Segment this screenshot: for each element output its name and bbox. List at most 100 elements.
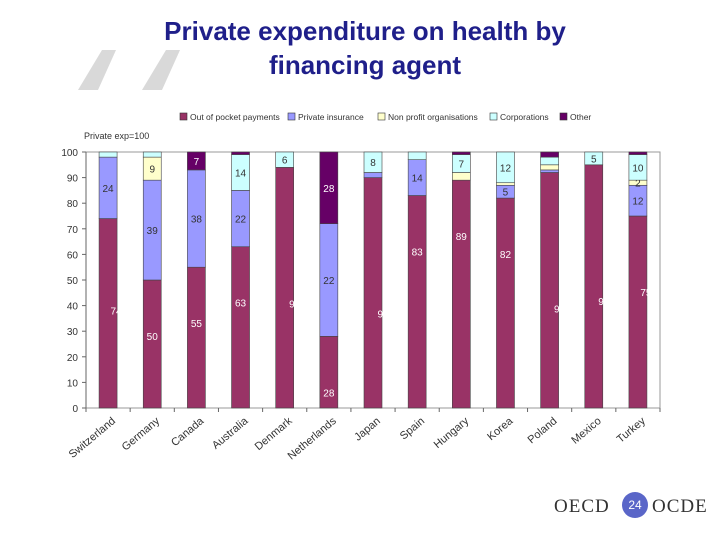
bar-segment xyxy=(496,182,515,186)
oecd-footer: OECD 24 OCDE xyxy=(548,490,708,526)
y-tick-label: 70 xyxy=(67,225,79,236)
bar-data-label: 9 xyxy=(149,165,155,176)
bar-segment xyxy=(540,164,559,171)
y-tick-label: 30 xyxy=(67,327,79,338)
x-category-label: Hungary xyxy=(432,415,472,451)
bar-data-label: 5 xyxy=(503,188,509,199)
ocde-logo-text: OCDE xyxy=(652,496,708,517)
slide-title-line1: Private expenditure on health by xyxy=(164,16,566,46)
bar-data-label: 63 xyxy=(235,299,247,310)
bar-segment xyxy=(584,151,604,166)
chart-subtitle: Private exp=100 xyxy=(84,131,149,141)
legend-label: Other xyxy=(570,112,591,122)
x-category-label: Switzerland xyxy=(67,415,118,461)
legend-label: Out of pocket payments xyxy=(190,112,280,122)
bar-data-label: 90 xyxy=(377,310,389,321)
y-tick-label: 100 xyxy=(61,148,78,159)
legend-label: Non profit organisations xyxy=(388,112,478,122)
bar-segment xyxy=(628,215,648,409)
bar-segment xyxy=(452,179,471,409)
bar-segment xyxy=(540,172,559,409)
y-tick-label: 10 xyxy=(67,378,79,389)
oecd-logo-text: OECD xyxy=(554,496,610,517)
bar-data-label: 12 xyxy=(632,197,644,208)
slide-title-line2: financing agent xyxy=(268,50,462,80)
bar-segment xyxy=(452,172,471,181)
bar-data-label: 74 xyxy=(111,307,123,318)
y-tick-label: 20 xyxy=(67,353,79,364)
legend-label: Corporations xyxy=(500,112,549,122)
y-tick-label: 80 xyxy=(67,199,79,210)
bar-data-label: 6 xyxy=(282,156,288,167)
bar-segment xyxy=(187,151,206,171)
quote-mark-right xyxy=(142,50,180,90)
legend-swatch xyxy=(377,112,386,121)
page-number-badge: 24 xyxy=(622,492,648,518)
bar-segment xyxy=(540,169,559,173)
x-category-label: Poland xyxy=(526,415,560,446)
bar-data-label: 7 xyxy=(459,160,465,171)
bar-segment xyxy=(142,151,162,158)
legend-label: Private insurance xyxy=(298,112,364,122)
bar-data-label: 7 xyxy=(194,157,200,168)
bar-data-label: 2 xyxy=(635,179,641,190)
y-tick-label: 60 xyxy=(67,250,79,261)
bar-segment xyxy=(363,151,383,173)
y-tick-label: 40 xyxy=(67,302,79,313)
bar-data-label: 28 xyxy=(323,388,335,399)
bar-segment xyxy=(407,195,427,409)
y-tick-label: 90 xyxy=(67,174,79,185)
bar-data-label: 94 xyxy=(289,299,301,310)
bar-segment xyxy=(540,151,559,158)
bar-segment xyxy=(584,164,604,409)
bar-segment xyxy=(628,151,648,155)
bar-data-label: 95 xyxy=(598,297,610,308)
bar-data-label: 39 xyxy=(147,226,159,237)
bar-data-label: 89 xyxy=(456,232,468,243)
y-tick-label: 50 xyxy=(67,276,79,287)
x-category-label: Spain xyxy=(398,415,427,442)
bar-segment xyxy=(319,151,339,224)
bar-segment xyxy=(363,177,383,409)
x-category-label: Denmark xyxy=(253,415,295,453)
bar-segment xyxy=(496,197,515,409)
bar-segment xyxy=(275,151,294,168)
bar-segment xyxy=(496,151,515,184)
bar-segment xyxy=(275,167,294,409)
slide-title: Private expenditure on health by financi… xyxy=(110,14,620,82)
bar-data-label: 22 xyxy=(323,276,335,287)
x-category-label: Australia xyxy=(210,415,251,452)
bar-segment xyxy=(231,246,250,409)
x-category-label: Korea xyxy=(485,415,516,444)
x-category-label: Netherlands xyxy=(286,415,340,463)
x-category-label: Germany xyxy=(120,415,163,454)
bar-segment xyxy=(540,156,559,166)
bar-segment xyxy=(407,151,427,160)
quote-mark-left xyxy=(78,50,116,90)
bar-data-label: 50 xyxy=(147,332,159,343)
bar-segment xyxy=(142,279,162,409)
bar-segment xyxy=(187,266,206,409)
bar-data-label: 12 xyxy=(500,163,512,174)
bar-data-label: 83 xyxy=(412,248,424,259)
legend-swatch xyxy=(559,112,568,121)
legend-swatch xyxy=(489,112,498,121)
bar-data-label: 24 xyxy=(103,184,115,195)
x-category-label: Canada xyxy=(169,415,207,450)
bar-segment xyxy=(231,151,250,155)
bar-segment xyxy=(452,151,471,155)
bar-data-label: 8 xyxy=(370,158,376,169)
bar-data-label: 10 xyxy=(632,163,644,174)
x-category-label: Mexico xyxy=(569,415,603,447)
bar-data-label: 82 xyxy=(500,250,512,261)
bar-data-label: 14 xyxy=(412,174,424,185)
x-category-label: Turkey xyxy=(615,415,649,446)
bar-data-label: 5 xyxy=(591,154,597,165)
bar-data-label: 75 xyxy=(640,288,652,299)
x-category-label: Japan xyxy=(352,415,383,443)
bar-data-label: 28 xyxy=(323,184,335,195)
bar-data-label: 55 xyxy=(191,319,203,330)
y-tick-label: 0 xyxy=(72,404,78,415)
bar-data-label: 38 xyxy=(191,215,203,226)
bar-data-label: 22 xyxy=(235,215,247,226)
